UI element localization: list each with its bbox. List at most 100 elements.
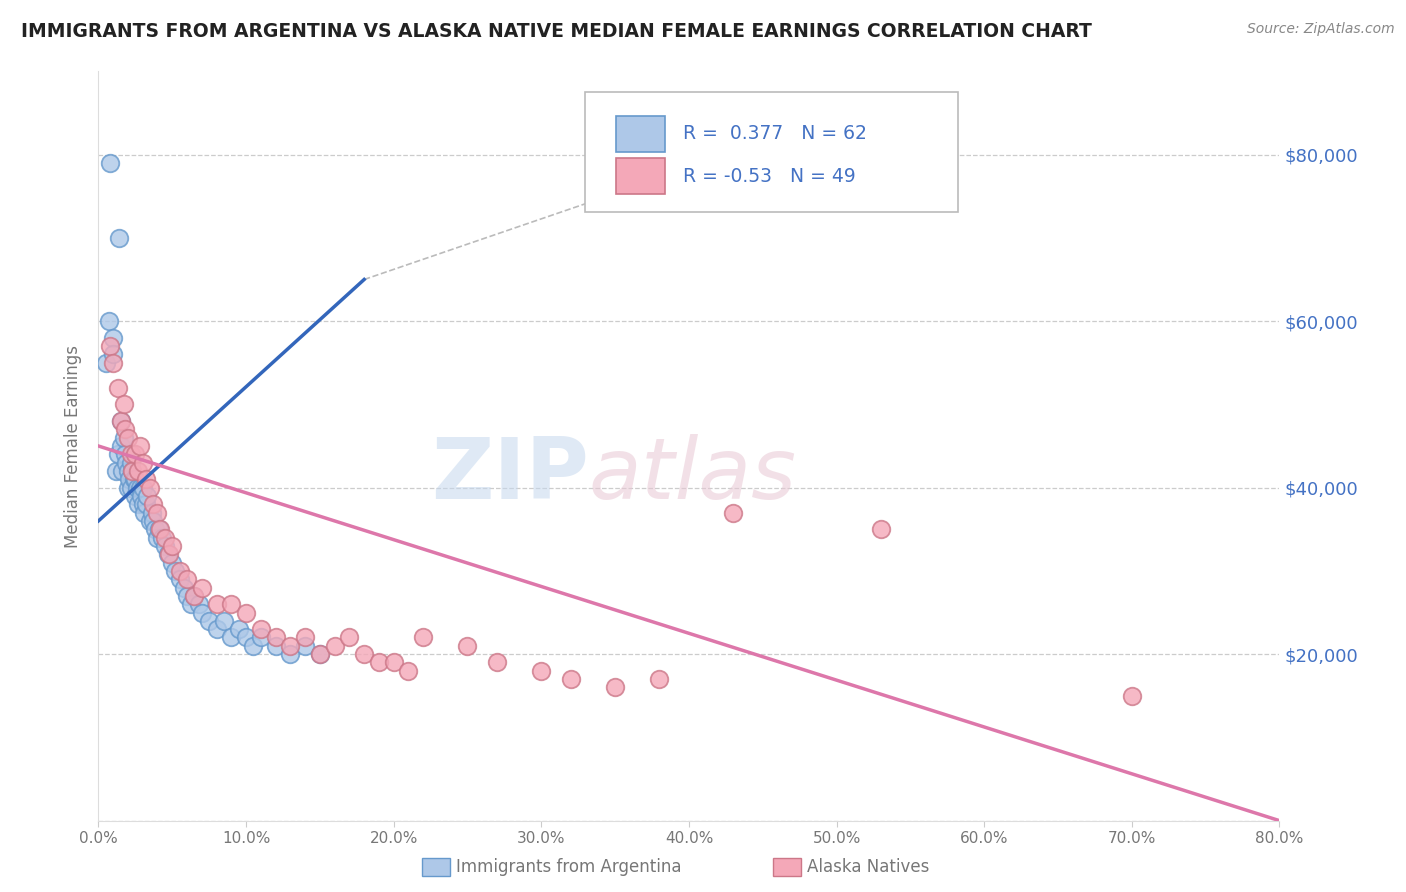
Point: [127, 464, 149, 478]
Point: [125, 481, 148, 495]
Point: [191, 581, 214, 595]
Point: [486, 656, 509, 670]
Point: [136, 489, 159, 503]
Point: [146, 506, 169, 520]
FancyBboxPatch shape: [585, 92, 959, 212]
Point: [146, 531, 169, 545]
Point: [205, 597, 228, 611]
Point: [120, 481, 142, 495]
Point: [141, 506, 163, 520]
Point: [176, 589, 198, 603]
Point: [105, 464, 128, 478]
Text: Source: ZipAtlas.com: Source: ZipAtlas.com: [1247, 22, 1395, 37]
Point: [412, 631, 434, 645]
Point: [98, 339, 121, 353]
Text: ZIP: ZIP: [430, 434, 589, 517]
Point: [120, 456, 142, 470]
Point: [368, 656, 391, 670]
Point: [235, 631, 257, 645]
Point: [107, 381, 129, 395]
Point: [112, 397, 135, 411]
Point: [398, 664, 420, 678]
Point: [132, 497, 155, 511]
Y-axis label: Median Female Earnings: Median Female Earnings: [65, 344, 83, 548]
Point: [115, 456, 138, 470]
Point: [165, 564, 187, 578]
Point: [150, 531, 173, 545]
Point: [120, 447, 142, 461]
Point: [139, 481, 162, 495]
Point: [221, 631, 243, 645]
Point: [139, 514, 162, 528]
Text: IMMIGRANTS FROM ARGENTINA VS ALASKA NATIVE MEDIAN FEMALE EARNINGS CORRELATION CH: IMMIGRANTS FROM ARGENTINA VS ALASKA NATI…: [21, 22, 1092, 41]
Text: R = -0.53   N = 49: R = -0.53 N = 49: [683, 167, 856, 186]
Point: [117, 464, 139, 478]
Point: [122, 472, 145, 486]
Point: [242, 639, 264, 653]
Point: [103, 356, 125, 370]
Point: [250, 622, 273, 636]
Point: [560, 672, 582, 686]
Point: [382, 656, 405, 670]
Point: [121, 464, 143, 478]
Point: [309, 647, 332, 661]
Point: [353, 647, 375, 661]
Point: [124, 472, 146, 486]
Point: [134, 506, 156, 520]
Point: [605, 681, 627, 695]
Point: [135, 497, 157, 511]
Point: [1121, 689, 1143, 703]
Point: [135, 472, 157, 486]
Point: [280, 639, 302, 653]
Point: [162, 539, 183, 553]
Point: [124, 489, 146, 503]
Point: [148, 522, 170, 536]
Point: [153, 539, 176, 553]
Point: [870, 522, 893, 536]
Point: [153, 531, 176, 545]
Point: [114, 447, 136, 461]
Text: Immigrants from Argentina: Immigrants from Argentina: [456, 858, 681, 876]
Point: [110, 414, 132, 428]
Point: [162, 556, 183, 570]
Point: [212, 614, 235, 628]
Point: [183, 589, 205, 603]
Point: [112, 431, 135, 445]
Point: [648, 672, 671, 686]
Point: [143, 522, 166, 536]
Point: [294, 631, 316, 645]
Point: [142, 514, 165, 528]
Point: [117, 431, 139, 445]
Point: [132, 456, 155, 470]
Point: [339, 631, 361, 645]
Point: [309, 647, 332, 661]
Point: [723, 506, 745, 520]
Point: [264, 639, 287, 653]
Point: [169, 564, 191, 578]
Point: [107, 447, 129, 461]
Point: [205, 622, 228, 636]
Point: [294, 639, 316, 653]
Text: atlas: atlas: [589, 434, 797, 517]
Point: [157, 547, 180, 561]
Point: [142, 497, 165, 511]
Point: [94, 356, 117, 370]
Point: [117, 481, 139, 495]
Point: [173, 581, 195, 595]
Point: [530, 664, 553, 678]
Point: [180, 597, 202, 611]
Point: [457, 639, 479, 653]
Point: [323, 639, 346, 653]
Point: [156, 547, 179, 561]
Point: [187, 597, 209, 611]
Point: [235, 606, 257, 620]
Point: [127, 497, 149, 511]
Point: [110, 414, 132, 428]
Point: [183, 589, 205, 603]
Text: Alaska Natives: Alaska Natives: [807, 858, 929, 876]
Bar: [616, 158, 665, 194]
Point: [98, 156, 121, 170]
Point: [128, 481, 150, 495]
Point: [149, 522, 172, 536]
Text: R =  0.377   N = 62: R = 0.377 N = 62: [683, 124, 868, 143]
